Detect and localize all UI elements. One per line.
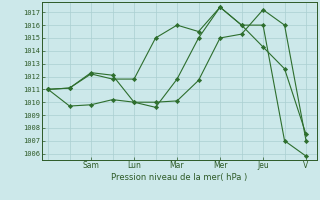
X-axis label: Pression niveau de la mer( hPa ): Pression niveau de la mer( hPa ) [111, 173, 247, 182]
